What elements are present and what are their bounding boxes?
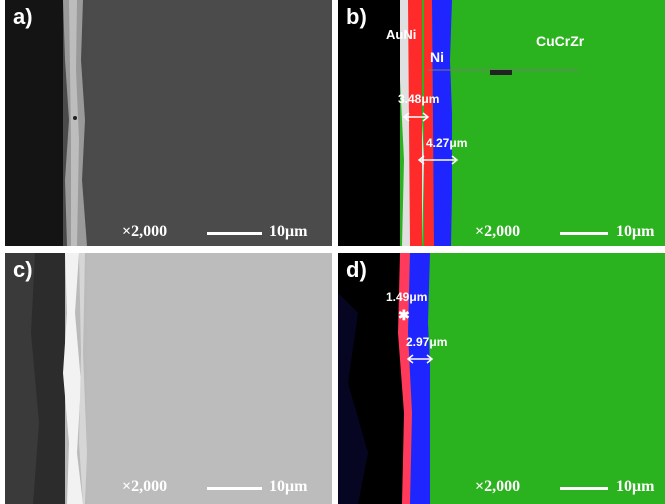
panel-c-sem-image: c) ×2,000 10μm (5, 253, 332, 504)
measurement-auni-d: 1.49μm (386, 290, 428, 304)
panel-c-label: c) (13, 257, 33, 282)
panel-d-scale-bar (560, 487, 608, 490)
panel-b-eds-map: b) AuNi Ni CuCrZr 3.48μm 4.27μm ×2,000 1… (338, 0, 665, 246)
measurement-ni-d: 2.97μm (406, 335, 448, 349)
measurement-auni-b: 3.48μm (398, 92, 440, 106)
panel-c-magnification: ×2,000 (122, 478, 168, 495)
panel-a-scale-bar (207, 232, 262, 235)
measurement-ni-b: 4.27μm (426, 136, 468, 150)
panel-a-micrograph (5, 0, 332, 246)
panel-b-map-image (338, 0, 665, 246)
panel-c-micrograph (5, 253, 332, 504)
panel-c-scale-bar-label: 10μm (269, 478, 308, 495)
label-cucrzr-b: CuCrZr (536, 33, 585, 49)
panel-b-scale-bar (560, 232, 608, 235)
panel-d-eds-map: d) 1.49μm ✱ 2.97μm ×2,000 10μm (338, 253, 665, 504)
panel-a-label: a) (13, 4, 33, 29)
arrow-ni-d (406, 354, 434, 364)
label-ni-b: Ni (430, 49, 444, 65)
panel-b-scale-bar-label: 10μm (616, 223, 655, 240)
panel-c-scale-bar (207, 487, 262, 490)
panel-a-magnification: ×2,000 (122, 223, 168, 240)
x-marker-d: ✱ (398, 307, 410, 323)
panel-a-scale-bar-label: 10μm (269, 223, 308, 240)
panel-b-label: b) (346, 4, 367, 29)
panel-d-map-image (338, 253, 665, 504)
panel-a-sem-image: a) ×2,000 10μm (5, 0, 332, 246)
label-auni-b: AuNi (386, 27, 417, 42)
panel-b-magnification: ×2,000 (475, 223, 521, 240)
panel-d-label: d) (346, 257, 367, 282)
arrow-auni-b (402, 112, 430, 122)
panel-d-scale-bar-label: 10μm (616, 478, 655, 495)
panel-d-magnification: ×2,000 (475, 478, 521, 495)
arrow-ni-b (417, 155, 459, 165)
